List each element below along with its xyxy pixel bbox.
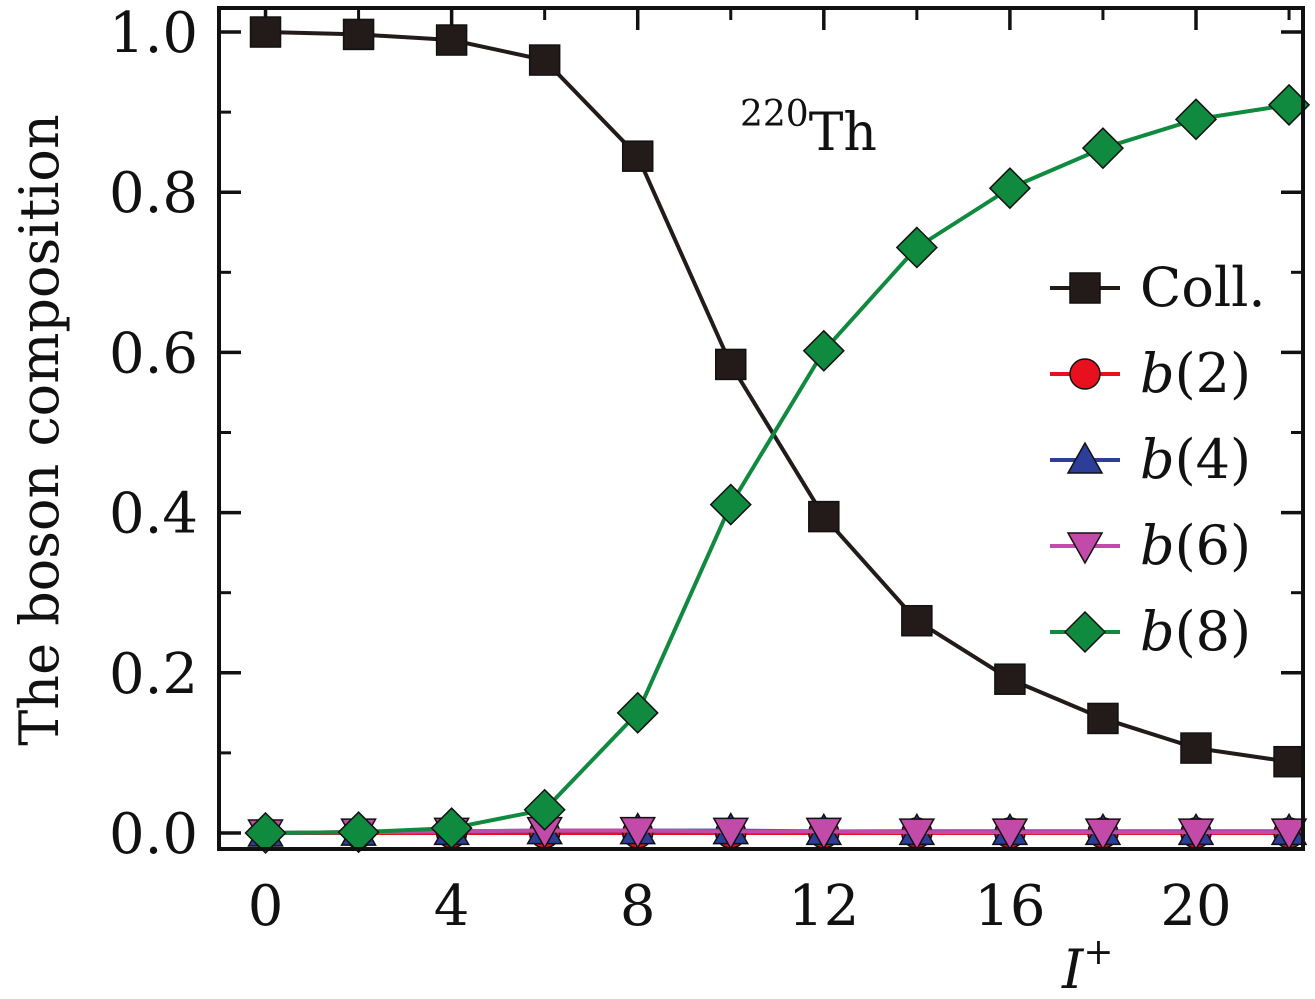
data-point <box>802 329 845 372</box>
data-point <box>249 16 282 48</box>
data-point <box>1273 745 1305 778</box>
legend-entry: Coll. <box>1050 256 1266 319</box>
series-coll <box>249 16 1305 778</box>
x-axis-title: I+ <box>1061 932 1114 999</box>
data-point <box>1084 818 1122 851</box>
nucleus-symbol: Th <box>809 103 877 163</box>
x-axis-title-sup: + <box>1083 932 1113 973</box>
data-point <box>898 818 936 851</box>
legend-label: b(2) <box>1140 342 1251 405</box>
legend-marker <box>1063 610 1107 654</box>
x-tick-label: 8 <box>620 874 656 939</box>
y-tick-label: 0.8 <box>109 161 198 226</box>
legend-entry: b(2) <box>1050 342 1251 405</box>
data-point <box>808 500 840 533</box>
data-point <box>895 226 938 269</box>
data-point <box>991 818 1029 851</box>
legend-label-name: (2) <box>1175 342 1252 405</box>
legend-marker <box>1069 358 1101 390</box>
plot-frame <box>217 6 1305 851</box>
x-tick-label: 16 <box>974 874 1045 939</box>
data-point <box>528 44 561 76</box>
x-tick-label: 12 <box>788 874 859 939</box>
legend-marker <box>1066 532 1104 565</box>
legend-label-name: (4) <box>1175 428 1252 491</box>
y-tick-label: 0.2 <box>109 642 198 707</box>
legend-label: b(8) <box>1140 600 1251 663</box>
legend: Coll.b(2)b(4)b(6)b(8) <box>1050 256 1266 663</box>
legend-label-name: (6) <box>1175 514 1252 577</box>
data-point <box>1180 732 1212 764</box>
y-tick-label: 1.0 <box>109 1 198 66</box>
data-point <box>715 348 747 381</box>
data-point <box>1177 818 1215 851</box>
y-tick-label: 0.6 <box>109 321 198 386</box>
legend-entry: b(8) <box>1050 600 1251 663</box>
x-tick-label: 0 <box>248 874 284 939</box>
legend-marker <box>1069 272 1101 304</box>
legend-entry: b(4) <box>1050 428 1251 491</box>
data-point <box>712 817 750 850</box>
legend-marker <box>1066 441 1104 474</box>
x-axis-title-main: I <box>1061 938 1085 999</box>
data-point <box>435 24 468 56</box>
data-point <box>621 140 654 172</box>
legend-label-prefix: b <box>1140 428 1175 491</box>
data-point <box>994 663 1026 695</box>
legend-label-prefix: b <box>1140 342 1175 405</box>
legend-label-prefix: b <box>1140 514 1175 577</box>
legend-label: b(6) <box>1140 514 1251 577</box>
data-point <box>337 811 380 854</box>
data-point <box>342 18 375 51</box>
series-line <box>265 30 1290 764</box>
series-b8 <box>244 83 1311 855</box>
data-point <box>1270 818 1308 851</box>
nucleus-annotation: 220Th <box>740 94 877 163</box>
data-point <box>244 811 287 855</box>
nucleus-mass-number: 220 <box>740 94 809 135</box>
data-point <box>616 691 659 734</box>
x-tick-label: 4 <box>434 874 470 939</box>
y-tick-label: 0.0 <box>109 802 198 867</box>
data-point <box>988 167 1031 210</box>
data-point <box>1081 127 1125 170</box>
data-point <box>709 483 752 526</box>
legend-label-name: (8) <box>1175 600 1252 663</box>
legend-entry: b(6) <box>1050 514 1251 577</box>
legend-label-prefix: b <box>1140 600 1175 663</box>
y-tick-label: 0.4 <box>109 482 198 547</box>
legend-label: Coll. <box>1140 256 1266 319</box>
data-point <box>619 816 656 850</box>
data-point <box>1087 702 1119 735</box>
data-point <box>805 817 843 850</box>
data-point <box>523 788 566 831</box>
legend-label: b(4) <box>1140 428 1251 491</box>
data-point <box>901 604 933 637</box>
series-line <box>265 102 1290 835</box>
x-tick-label: 20 <box>1160 874 1231 939</box>
y-axis-title: The boson composition <box>8 114 71 745</box>
data-point <box>1174 98 1218 141</box>
